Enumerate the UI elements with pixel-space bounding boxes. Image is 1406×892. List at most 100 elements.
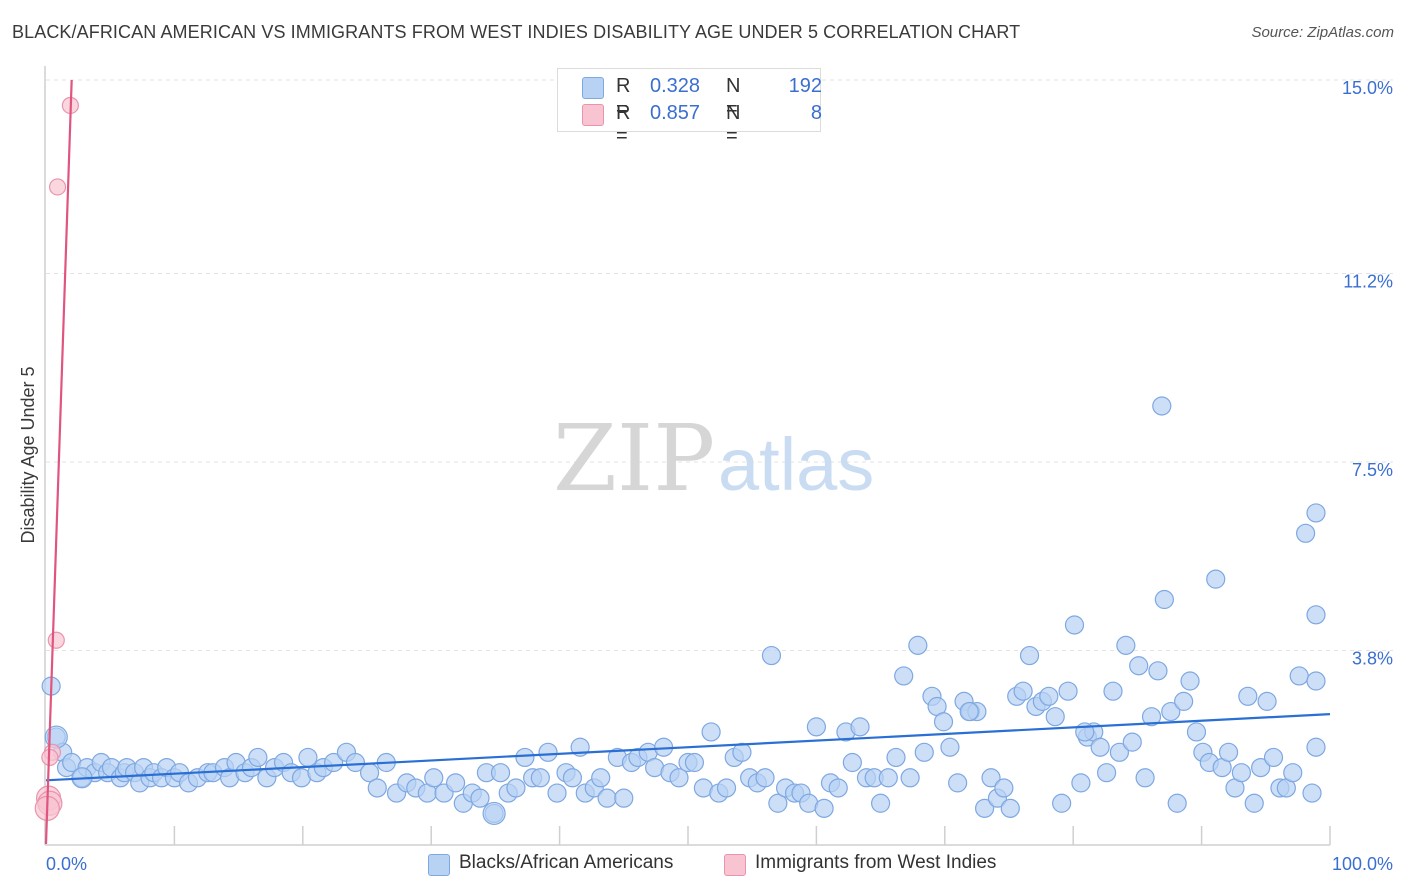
data-point-blacks [894, 666, 914, 686]
data-point-blacks [1306, 737, 1326, 757]
data-point-blacks [470, 788, 490, 808]
legend-n-label: N = [726, 75, 741, 120]
x-tick-label-max: 100.0% [1332, 854, 1393, 874]
data-point-blacks [1206, 569, 1226, 589]
data-point-blacks [908, 635, 928, 655]
data-point-blacks [732, 742, 752, 762]
data-point-blacks [367, 778, 387, 798]
data-point-blacks [761, 645, 782, 666]
data-point-blacks [1296, 523, 1316, 543]
chart-title: BLACK/AFRICAN AMERICAN VS IMMIGRANTS FRO… [12, 22, 1021, 42]
data-point-blacks [1013, 681, 1033, 701]
data-point-blacks [1052, 793, 1072, 813]
watermark-atlas: atlas [718, 423, 874, 506]
data-point-blacks [768, 793, 788, 813]
data-point-blacks [975, 798, 995, 818]
data-point-blacks [1180, 671, 1200, 691]
data-point-blacks [445, 773, 466, 793]
watermark-zip: ZIP [553, 405, 715, 512]
legend-n-value: 8 [810, 102, 822, 124]
data-point-blacks [959, 701, 979, 722]
data-point-blacks [515, 747, 535, 768]
data-point-blacks [1302, 783, 1322, 803]
data-point-blacks [1129, 656, 1149, 676]
data-point-blacks [1071, 773, 1091, 793]
data-point-blacks [1039, 686, 1059, 706]
legend-label-west-indies: Immigrants from West Indies [755, 852, 997, 873]
data-point-blacks [538, 742, 558, 762]
data-point-blacks [547, 783, 567, 803]
data-point-blacks [1289, 666, 1309, 686]
legend-r-label: R = [616, 75, 631, 120]
data-point-blacks [1109, 742, 1130, 762]
legend-r-label: R = [616, 102, 631, 147]
data-point-blacks [1186, 722, 1207, 742]
data-point-blacks [1306, 503, 1326, 523]
data-point-blacks [1244, 793, 1264, 813]
data-point-blacks [1152, 396, 1172, 416]
data-point-blacks [933, 712, 954, 732]
data-point-blacks [597, 788, 617, 808]
data-point-blacks [701, 722, 721, 742]
data-point-blacks [324, 752, 344, 773]
data-point-blacks [562, 768, 583, 788]
data-point-blacks [1167, 793, 1187, 813]
data-point-west-indies [47, 631, 65, 649]
data-point-blacks [1122, 732, 1142, 752]
data-point-blacks [1218, 742, 1239, 762]
series-west-indies-points [34, 96, 79, 821]
data-point-blacks [1306, 605, 1326, 625]
data-point-blacks [1000, 798, 1020, 818]
y-tick-label: 15.0% [1342, 78, 1393, 98]
series-blacks-points [41, 396, 1326, 826]
data-point-blacks [900, 768, 920, 788]
data-point-blacks [755, 768, 775, 788]
data-point-blacks [948, 773, 968, 793]
trend-line-west-indies [44, 79, 73, 845]
data-point-blacks [1141, 707, 1162, 727]
data-point-blacks [814, 798, 834, 818]
data-point-blacks [1135, 768, 1155, 788]
data-point-blacks [1064, 615, 1085, 635]
data-point-blacks [1231, 763, 1252, 783]
data-point-blacks [878, 768, 898, 788]
data-point-blacks [1161, 701, 1181, 722]
data-point-blacks [1019, 645, 1040, 666]
data-point-blacks [530, 768, 550, 788]
legend-n-label: N = [726, 102, 741, 147]
data-point-blacks [591, 768, 611, 788]
y-tick-label: 3.8% [1352, 648, 1393, 668]
data-point-blacks [994, 778, 1014, 798]
data-point-blacks [1283, 763, 1303, 783]
legend-swatch-blue [428, 854, 450, 876]
data-point-blacks [1154, 589, 1174, 610]
y-axis-label: Disability Age Under 5 [18, 366, 38, 543]
data-point-blacks [870, 793, 891, 813]
legend-r-value: 0.328 [650, 75, 701, 97]
data-point-blacks [940, 737, 960, 757]
data-point-blacks [1103, 681, 1123, 701]
legend-swatch-blue [582, 77, 604, 99]
data-point-blacks [482, 801, 506, 826]
data-point-blacks [684, 752, 705, 773]
data-point-blacks [1045, 707, 1065, 727]
data-point-blacks [828, 778, 848, 798]
data-point-blacks [1306, 671, 1326, 691]
legend-n-value: 192 [788, 75, 822, 97]
data-point-blacks [806, 717, 827, 737]
data-point-west-indies [48, 178, 67, 196]
data-point-blacks [1116, 635, 1136, 655]
data-point-blacks [1251, 757, 1271, 778]
x-tick-marks [173, 826, 1331, 845]
source-credit: Source: ZipAtlas.com [1251, 24, 1394, 41]
data-point-blacks [669, 768, 689, 788]
data-point-blacks [850, 717, 870, 737]
data-point-blacks [981, 768, 1001, 788]
data-point-blacks [506, 778, 526, 798]
x-tick-label-min: 0.0% [46, 854, 87, 874]
y-tick-label: 7.5% [1352, 460, 1393, 480]
y-tick-labels: 3.8% 7.5% 11.2% 15.0% [1342, 78, 1393, 668]
data-point-blacks [424, 768, 444, 788]
trend-lines [44, 79, 1331, 845]
